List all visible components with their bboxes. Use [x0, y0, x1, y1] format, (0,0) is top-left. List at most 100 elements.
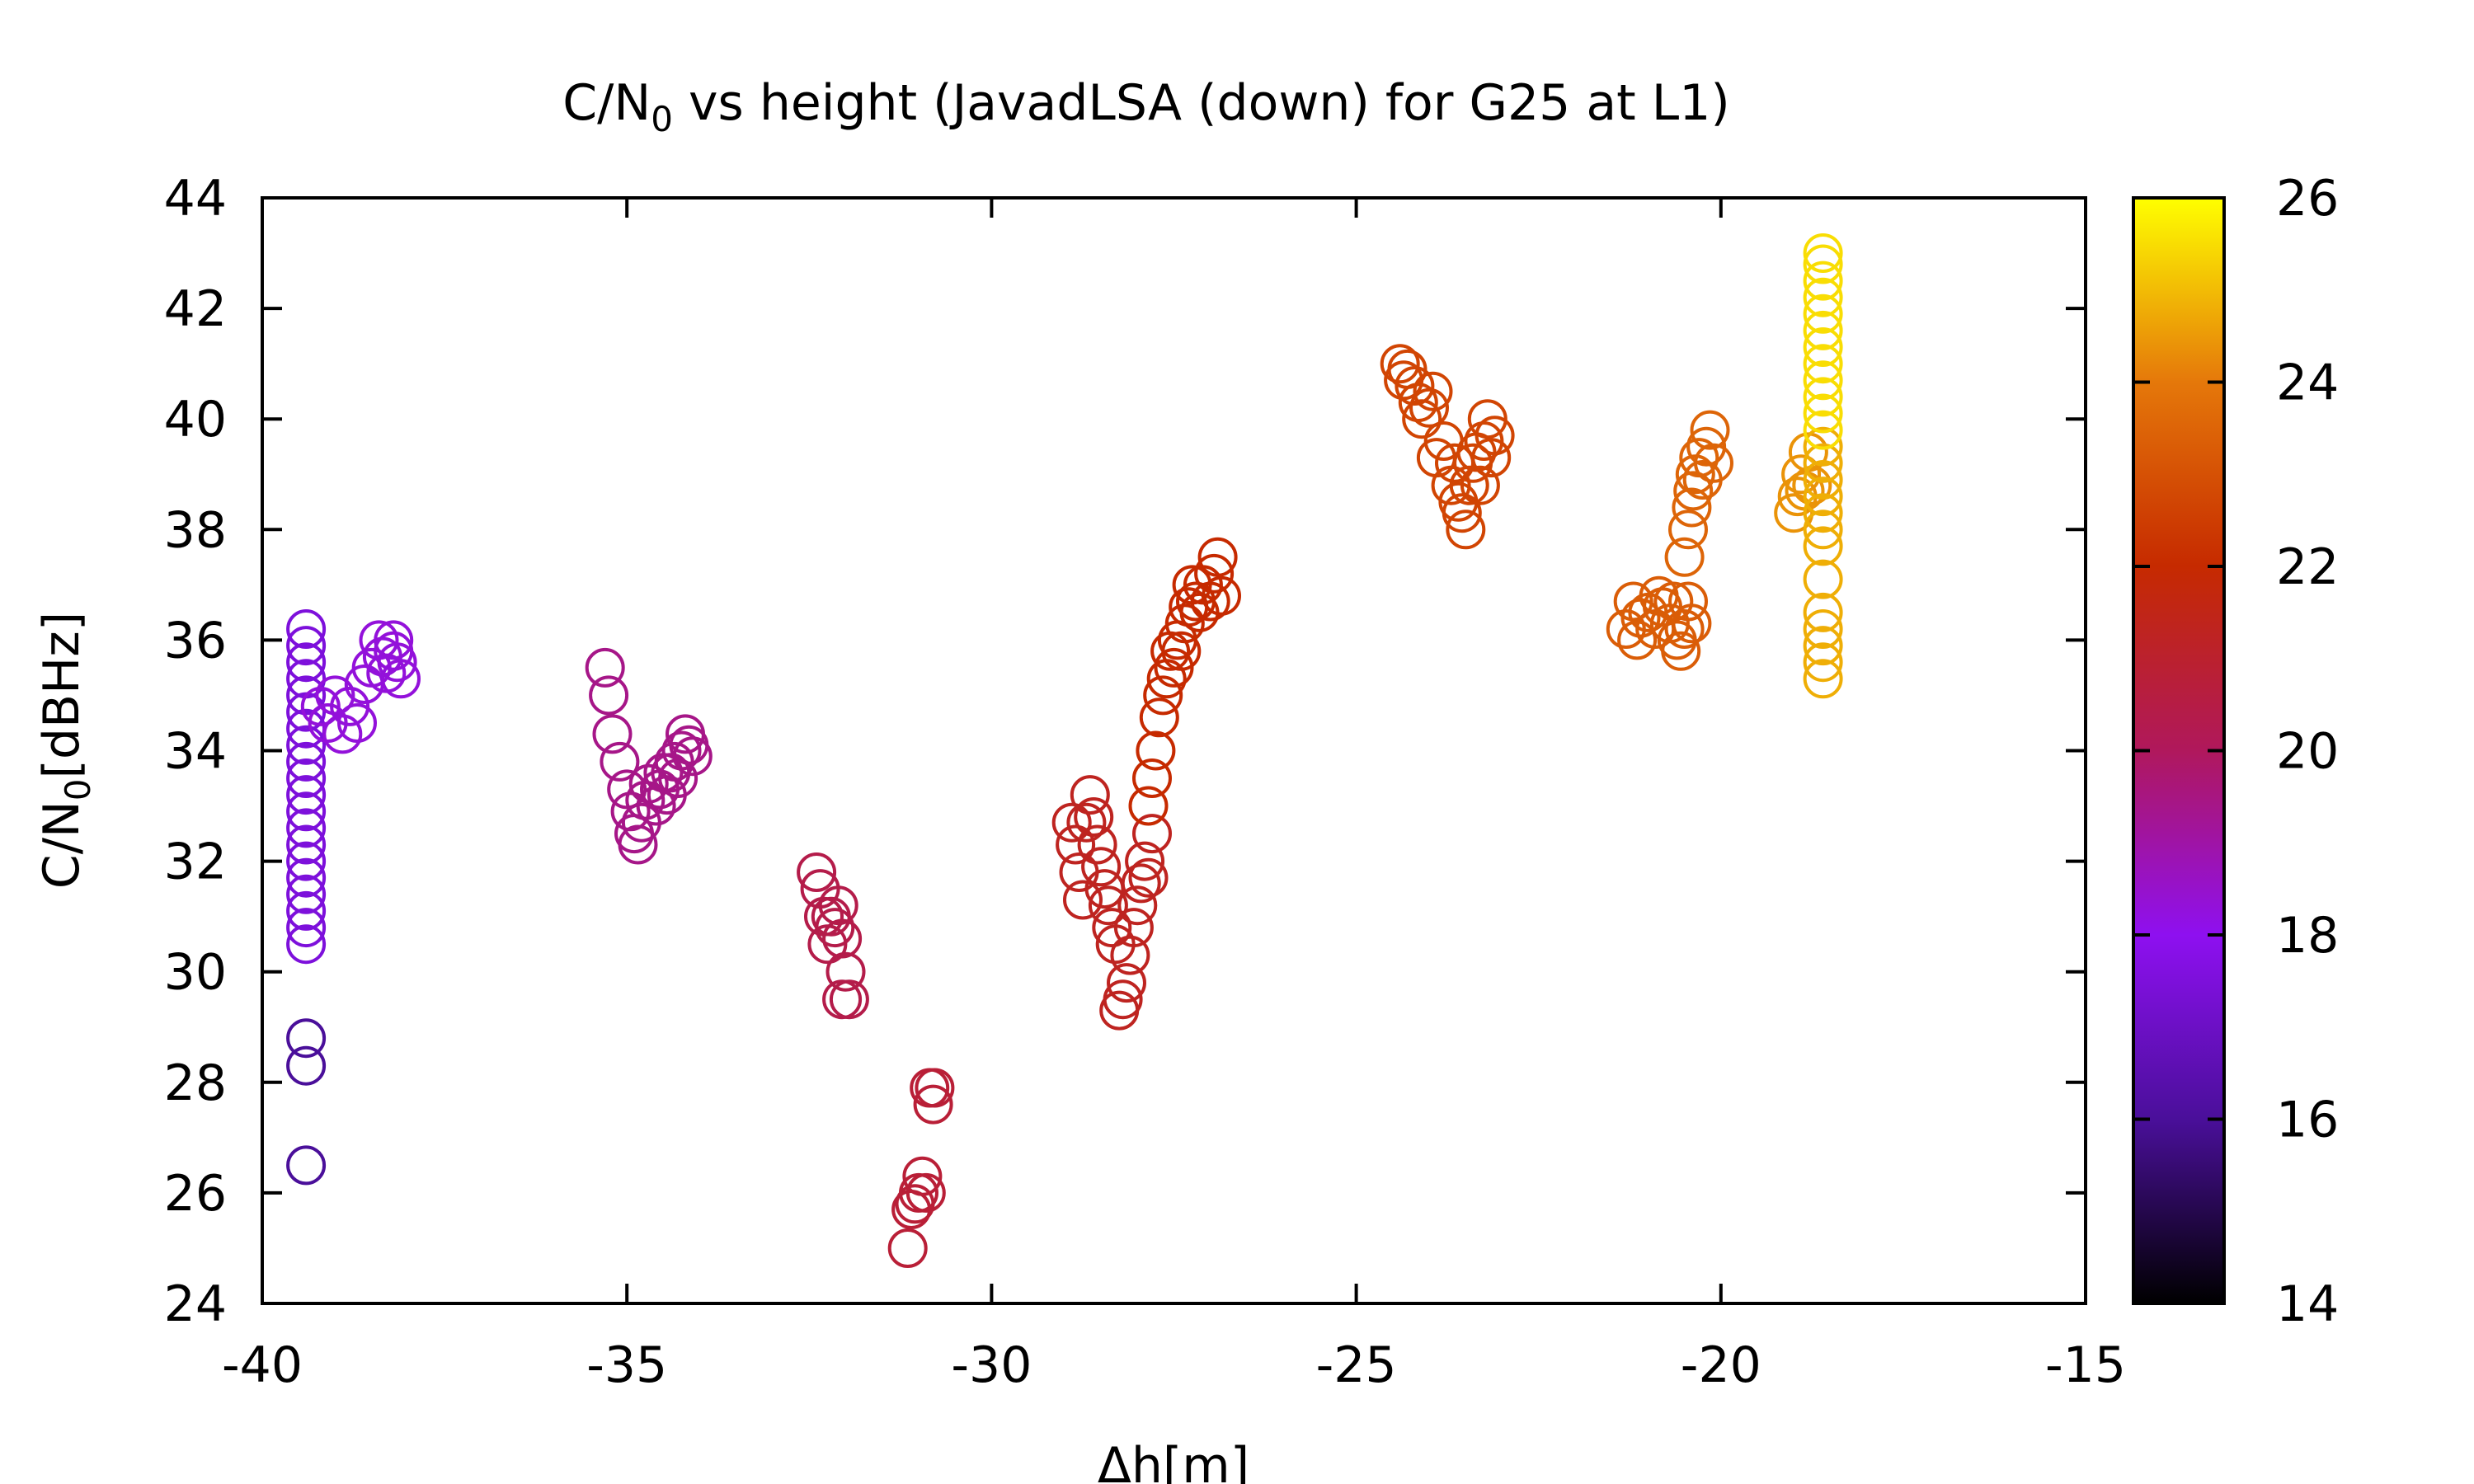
data-point: [1803, 294, 1843, 334]
data-point: [1107, 963, 1146, 1003]
data-point: [1803, 327, 1843, 367]
data-point: [1803, 642, 1843, 683]
data-point: [600, 741, 640, 782]
data-point: [592, 714, 633, 754]
y-tick-label: 28: [164, 1054, 227, 1112]
x-tick-label: -15: [2045, 1336, 2126, 1394]
data-point: [1074, 797, 1114, 837]
data-point: [374, 620, 414, 660]
data-point: [905, 1172, 946, 1213]
data-point: [1803, 477, 1843, 517]
colorbar-tick-label: 26: [2276, 170, 2339, 228]
data-point: [1194, 553, 1235, 594]
data-point: [822, 918, 863, 959]
data-point: [672, 736, 713, 777]
data-point: [1803, 277, 1843, 317]
data-point: [337, 703, 377, 743]
data-point: [1803, 626, 1843, 666]
data-point: [1063, 880, 1103, 920]
y-tick-label: 44: [164, 170, 227, 228]
data-point: [825, 951, 866, 992]
y-tick-label: 40: [164, 391, 227, 448]
data-point: [1088, 885, 1128, 926]
colorbar-tick-label: 20: [2276, 723, 2339, 781]
data-point: [1164, 603, 1205, 644]
chart-title: C/N0 vs height (JavadLSA (down) for G25 …: [562, 74, 1730, 139]
data-point: [322, 714, 363, 754]
x-axis-label: Δh[m]: [1098, 1437, 1249, 1484]
data-point: [1402, 399, 1442, 439]
data-point: [1803, 592, 1843, 632]
data-point: [286, 874, 327, 914]
data-point: [589, 675, 629, 716]
data-point: [1803, 609, 1843, 649]
data-point: [315, 675, 355, 716]
data-point: [915, 1068, 955, 1108]
x-tick-label: -35: [586, 1336, 667, 1394]
data-point: [815, 908, 855, 948]
data-point: [286, 609, 327, 649]
data-point: [1774, 493, 1814, 533]
data-point: [1431, 465, 1471, 505]
data-point: [286, 841, 327, 881]
data-point: [1471, 438, 1512, 478]
data-point: [1803, 659, 1843, 699]
data-point: [286, 791, 327, 832]
data-point: [1136, 730, 1176, 771]
y-tick-label: 42: [164, 280, 227, 338]
data-point: [1781, 454, 1822, 495]
data-point: [286, 924, 327, 965]
data-point: [1672, 603, 1712, 644]
data-point: [1803, 393, 1843, 434]
data-point: [1121, 863, 1161, 904]
data-point: [1803, 261, 1843, 301]
data-point: [1442, 493, 1482, 533]
data-point: [1803, 526, 1843, 566]
data-point: [1803, 460, 1843, 500]
data-point: [1161, 631, 1202, 671]
y-tick-label: 30: [164, 944, 227, 1002]
data-point: [286, 857, 327, 898]
data-point: [1081, 847, 1122, 887]
data-point: [1661, 631, 1701, 671]
data-point: [1475, 416, 1515, 456]
data-point: [1409, 387, 1449, 428]
data-point: [1092, 908, 1132, 948]
data-point: [1413, 371, 1453, 411]
data-point: [1664, 609, 1705, 649]
data-point: [1113, 908, 1154, 948]
data-point: [1154, 647, 1194, 688]
data-point: [286, 824, 327, 865]
y-tick-label: 26: [164, 1165, 227, 1223]
data-point: [797, 852, 837, 892]
data-point: [1668, 510, 1708, 550]
data-point: [1803, 443, 1843, 483]
data-point: [822, 979, 863, 1020]
y-tick-label: 34: [164, 723, 227, 781]
data-point: [1446, 510, 1486, 550]
y-tick-label: 32: [164, 834, 227, 891]
data-point: [1056, 824, 1096, 865]
y-tick-label: 36: [164, 612, 227, 669]
data-point: [1143, 675, 1183, 716]
data-point: [1197, 537, 1238, 577]
data-point: [1460, 465, 1500, 505]
x-axis: -40 -35 -30 -25 -20 -15: [222, 198, 2126, 1394]
data-point: [1803, 510, 1843, 550]
data-point: [1128, 857, 1169, 898]
colorbar-tick-label: 16: [2276, 1092, 2339, 1149]
data-point: [1128, 786, 1169, 826]
data-point: [286, 675, 327, 716]
data-point: [300, 686, 341, 726]
data-point: [1051, 802, 1092, 843]
data-point: [1132, 758, 1172, 798]
data-point: [1803, 244, 1843, 284]
data-point: [286, 626, 327, 666]
data-point: [887, 1228, 928, 1268]
data-point: [1380, 344, 1420, 384]
y-axis-label: C/N0[dBHz]: [33, 612, 98, 889]
colorbar: 14 16 18 20 22 24 26: [2132, 170, 2339, 1333]
data-point: [1803, 233, 1843, 273]
data-point: [286, 890, 327, 931]
